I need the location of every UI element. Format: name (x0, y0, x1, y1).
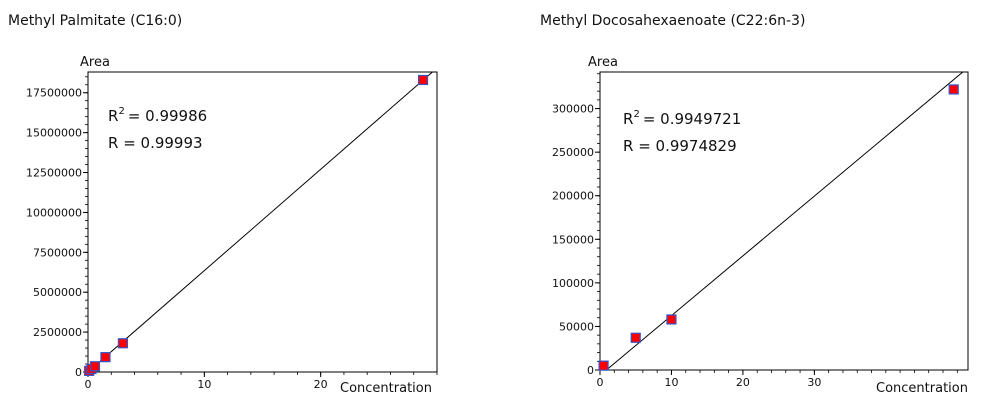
y-tick-label: 2500000 (33, 326, 82, 339)
plot-area-2: 0 10 20 30 0 50000 100000 150000 200000 250000 300… (552, 71, 969, 389)
data-point (117, 338, 129, 349)
y-tick-label: 7500000 (33, 246, 82, 259)
r-squared-label: R2 = 0.9949721 (623, 109, 741, 128)
y-tick-label: 15000000 (26, 127, 82, 140)
r-squared-label: R2 = 0.99986 (108, 106, 207, 125)
plot-frame (87, 71, 438, 373)
data-point (417, 74, 429, 86)
r-squared-symbol: R (623, 110, 633, 128)
x-tick-label: 0 (85, 378, 92, 391)
y-tick-label: 10000000 (26, 206, 82, 219)
y-tick-label: 200000 (552, 190, 594, 203)
data-point (948, 84, 959, 95)
y-tick-label: 150000 (552, 233, 594, 246)
y-axis-label: Area (588, 55, 618, 70)
x-axis-label: Concentration (340, 381, 432, 396)
regression-line (88, 72, 434, 372)
x-tick-label: 0 (597, 376, 604, 389)
x-tick-label: 10 (664, 376, 678, 389)
x-tick-label: 20 (736, 376, 750, 389)
y-tick-label: 12500000 (26, 167, 82, 180)
y-axis-label: Area (80, 55, 110, 70)
chart-title: Methyl Palmitate (C16:0) (8, 13, 182, 29)
y-tick-label: 250000 (552, 146, 594, 159)
y-tick-label: 0 (587, 364, 594, 377)
r-value-label: R = 0.9974829 (623, 137, 737, 155)
data-point (666, 314, 677, 325)
data-point (100, 352, 111, 363)
r-squared-exponent: 2 (633, 109, 639, 120)
data-point (630, 332, 641, 343)
r-value-label: R = 0.99993 (108, 134, 203, 152)
y-tick-label: 5000000 (33, 286, 82, 299)
data-point (89, 361, 101, 372)
x-tick-label: 10 (197, 378, 211, 391)
data-point (598, 360, 609, 371)
plot-area-1: 0 10 20 0 2500000 5000000 7500000 10000000 12500… (26, 71, 438, 391)
chart-methyl-docosahexaenoate: Methyl Docosahexaenoate (C22:6n-3) Area … (540, 13, 969, 396)
r-squared-value: = 0.9949721 (643, 110, 741, 128)
y-tick-label: 100000 (552, 277, 594, 290)
y-tick-label: 0 (75, 366, 82, 379)
y-tick-label: 50000 (559, 320, 594, 333)
plot-frame (599, 71, 969, 371)
chart-title: Methyl Docosahexaenoate (C22:6n-3) (540, 13, 805, 29)
x-tick-label: 20 (314, 378, 328, 391)
x-tick-label: 30 (807, 376, 821, 389)
y-tick-label: 17500000 (26, 87, 82, 100)
chart-methyl-palmitate: Methyl Palmitate (C16:0) Area Concentrat… (8, 13, 438, 396)
r-squared-value: = 0.99986 (128, 107, 207, 125)
r-squared-exponent: 2 (118, 106, 124, 117)
r-squared-symbol: R (108, 107, 118, 125)
x-axis-label: Concentration (876, 381, 968, 396)
y-tick-label: 300000 (552, 103, 594, 116)
